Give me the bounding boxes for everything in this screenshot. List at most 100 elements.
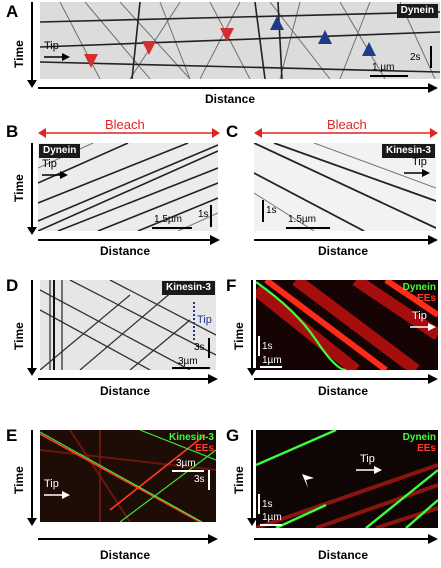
panel-f-scale-x-label: 1µm <box>262 355 282 366</box>
panel-e-scale-t-bar <box>208 470 210 490</box>
panel-b-scale-t-label: 1s <box>198 209 209 220</box>
panel-e-xaxis-label: Distance <box>100 548 151 562</box>
panel-a-red-arrowhead <box>142 41 156 55</box>
panel-f-label-red: EEs <box>417 293 436 304</box>
panel-e-tip-arrow <box>44 491 70 499</box>
panel-d-label-tag: Kinesin-3 <box>161 281 215 295</box>
panel-a-blue-arrowhead <box>318 30 332 44</box>
panel-f-scale-t-bar <box>258 336 260 356</box>
panel-a-xaxis-label: Distance <box>205 92 256 106</box>
panel-a-red-arrowhead <box>220 28 234 42</box>
panel-b-tip-label: Tip <box>42 158 57 170</box>
panel-c-xaxis-label: Distance <box>318 244 369 258</box>
panel-g-scale-t-bar <box>258 494 260 514</box>
panel-e-kymograph: Kinesin-3 EEs 3µm 3s Tip <box>40 430 216 522</box>
panel-c-tip-label: Tip <box>412 156 427 168</box>
panel-letter-d: D <box>6 276 19 295</box>
panel-g-scale-t-label: 1s <box>262 499 273 510</box>
panel-b-yaxis-label: Time <box>12 174 26 202</box>
panel-g-white-arrowhead <box>302 474 314 488</box>
panel-g-label-green: Dynein <box>402 432 436 443</box>
panel-b-scale-x-bar <box>152 227 192 229</box>
panel-g-xaxis-label: Distance <box>318 548 369 562</box>
panel-e-scale-x-bar <box>172 470 204 472</box>
panel-a-scale-t-label: 2s <box>410 52 421 63</box>
panel-a-scale-x-bar <box>370 75 408 77</box>
panel-a-red-arrowhead <box>84 54 98 68</box>
panel-letter-g: G <box>226 426 240 445</box>
panel-a-scale-x-label: 1 µm <box>372 62 395 73</box>
panel-g-label-red: EEs <box>417 443 436 454</box>
panel-b-tip-arrow <box>42 171 68 179</box>
panel-g-time-arrow <box>247 430 257 526</box>
panel-letter-f: F <box>226 276 237 295</box>
panel-f-kymograph: Dynein EEs Tip 1s 1µm <box>256 280 438 370</box>
panel-e-time-arrow <box>27 430 37 526</box>
panel-f-yaxis-label: Time <box>232 322 246 350</box>
panel-e-tip-label: Tip <box>44 478 59 490</box>
panel-g-scale-x-bar <box>260 524 282 526</box>
panel-letter-c: C <box>226 122 239 141</box>
panel-d-time-arrow <box>27 280 37 376</box>
panel-d-kymograph: Kinesin-3 Tip 3s 3µm <box>40 280 216 370</box>
panel-d-xaxis-label: Distance <box>100 384 151 398</box>
panel-a-blue-arrowhead <box>270 16 284 30</box>
panel-c-tip-arrow <box>404 169 430 177</box>
panel-c-bleach-arrow <box>254 128 438 138</box>
panel-d-scale-x-label: 3µm <box>178 356 198 367</box>
panel-e-label-red: EEs <box>195 443 214 454</box>
panel-a-blue-arrowhead <box>362 42 376 56</box>
panel-b-time-arrow <box>27 143 37 235</box>
panel-c-label-tag: Kinesin-3 <box>381 144 435 158</box>
panel-d-tip-label: Tip <box>197 314 212 326</box>
panel-b-kymograph: Dynein Tip 1.5µm 1s <box>38 143 218 231</box>
panel-c-scale-t-label: 1s <box>266 205 277 216</box>
panel-a-yaxis-label: Time <box>12 40 26 68</box>
panel-c-distance-arrow <box>254 235 438 245</box>
panel-e-distance-arrow <box>38 534 218 544</box>
panel-c-bleach-label: Bleach <box>324 117 370 132</box>
panel-d-scale-x-bar <box>172 367 210 369</box>
panel-f-label-green: Dynein <box>402 282 436 293</box>
panel-e-yaxis-label: Time <box>12 466 26 494</box>
panel-d-yaxis-label: Time <box>12 322 26 350</box>
panel-b-label-tag: Dynein <box>39 144 81 158</box>
panel-e-scale-x-label: 3µm <box>176 458 196 469</box>
panel-e-label-green: Kinesin-3 <box>168 432 214 443</box>
panel-f-time-arrow <box>247 280 257 376</box>
panel-c-scale-x-bar <box>286 227 330 229</box>
panel-f-scale-t-label: 1s <box>262 341 273 352</box>
panel-f-distance-arrow <box>254 374 438 384</box>
panel-a-distance-arrow <box>38 83 438 93</box>
panel-f-tip-label: Tip <box>412 310 427 322</box>
panel-g-distance-arrow <box>254 534 438 544</box>
panel-d-distance-arrow <box>38 374 218 384</box>
panel-b-bleach-label: Bleach <box>102 117 148 132</box>
panel-d-scale-t-bar <box>208 338 210 358</box>
panel-b-scale-t-bar <box>210 205 212 227</box>
panel-a-tip-arrow <box>44 53 70 61</box>
panel-a-scale-t-bar <box>430 46 432 68</box>
panel-b-scale-x-label: 1.5µm <box>154 214 182 225</box>
panel-a-kymograph: Dynein Tip 1 µm 2s <box>40 2 440 79</box>
panel-letter-e: E <box>6 426 18 445</box>
panel-g-yaxis-label: Time <box>232 466 246 494</box>
panel-g-tip-arrow <box>356 466 382 474</box>
panel-b-distance-arrow <box>38 235 220 245</box>
panel-g-tip-label: Tip <box>360 453 375 465</box>
panel-a-label-tag: Dynein <box>396 4 438 18</box>
panel-c-kymograph: Kinesin-3 Tip 1s 1.5µm <box>254 143 436 231</box>
panel-c-scale-x-label: 1.5µm <box>288 214 316 225</box>
panel-a-tip-label: Tip <box>44 40 59 52</box>
panel-a-time-arrow <box>27 2 37 88</box>
panel-f-xaxis-label: Distance <box>318 384 369 398</box>
panel-d-tip-line <box>193 302 195 340</box>
panel-letter-b: B <box>6 122 19 141</box>
panel-g-scale-x-label: 1µm <box>262 512 282 523</box>
panel-f-scale-x-bar <box>260 366 282 368</box>
panel-c-scale-t-bar <box>262 200 264 222</box>
panel-b-xaxis-label: Distance <box>100 244 151 258</box>
panel-b-bleach-arrow <box>38 128 220 138</box>
panel-letter-a: A <box>6 2 19 21</box>
panel-g-kymograph: Dynein EEs Tip 1s 1µm <box>256 430 438 528</box>
